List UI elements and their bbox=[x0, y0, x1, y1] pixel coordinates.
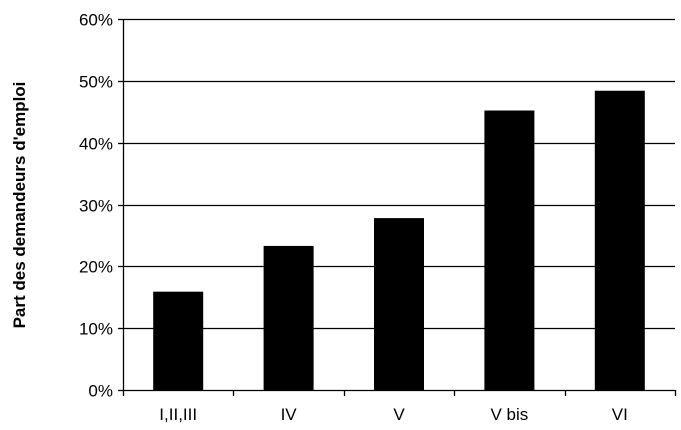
gridlines bbox=[123, 18, 675, 330]
y-tick-labels: 0% 10% 20% 30% 40% 50% 60% bbox=[79, 11, 113, 401]
bar-i-ii-iii bbox=[153, 291, 204, 390]
y-tick-label: 20% bbox=[79, 258, 113, 277]
y-tick-label: 40% bbox=[79, 135, 113, 154]
y-tick-label: 60% bbox=[79, 11, 113, 30]
y-tick-label: 50% bbox=[79, 73, 113, 92]
bars bbox=[153, 90, 645, 390]
axes bbox=[118, 18, 677, 396]
y-axis-title: Part des demandeurs d'emploi bbox=[10, 82, 29, 329]
y-tick-label: 10% bbox=[79, 320, 113, 339]
x-tick-labels: I,II,III IV V V bis VI bbox=[159, 405, 628, 424]
bar-iv bbox=[263, 245, 314, 390]
bar-vi bbox=[594, 90, 645, 390]
x-tick-label: V bis bbox=[491, 405, 529, 424]
x-tick-label: VI bbox=[612, 405, 628, 424]
x-tick-label: I,II,III bbox=[159, 405, 197, 424]
x-tick-label: V bbox=[393, 405, 405, 424]
x-tick-label: IV bbox=[281, 405, 298, 424]
bar-v-bis bbox=[484, 110, 535, 390]
bar-v bbox=[374, 218, 424, 390]
y-tick-label: 0% bbox=[88, 382, 113, 401]
y-tick-label: 30% bbox=[79, 197, 113, 216]
